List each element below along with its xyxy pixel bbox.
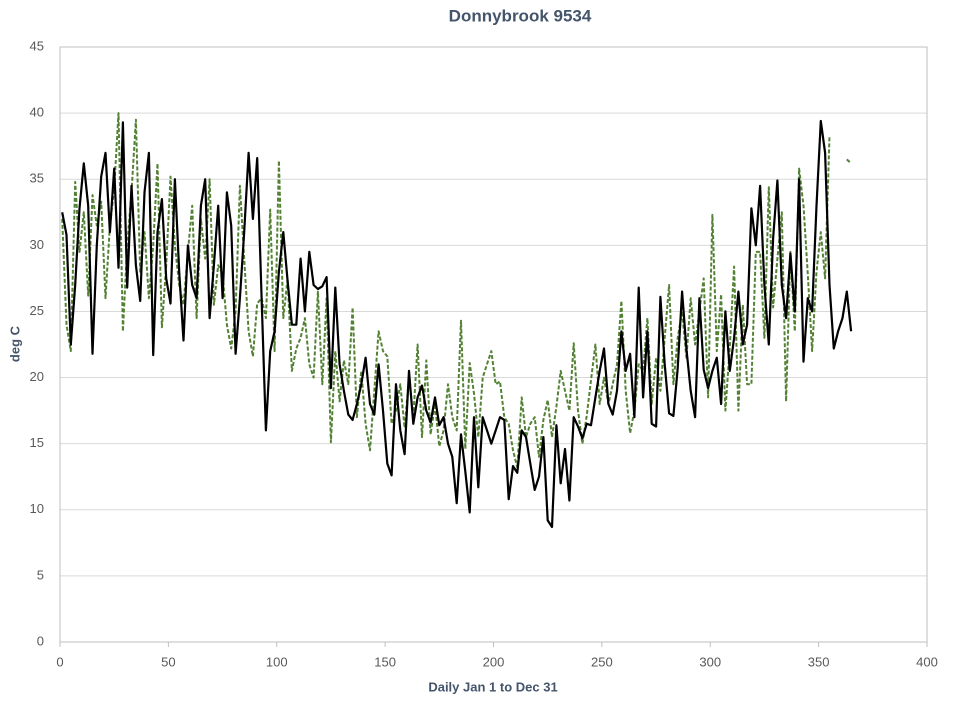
x-tick-label: 0 — [56, 654, 63, 669]
y-tick-label: 25 — [30, 303, 44, 318]
y-tick-label: 0 — [37, 633, 44, 648]
plot-frame — [59, 46, 928, 643]
y-tick-label: 35 — [30, 171, 44, 186]
x-tick-label: 350 — [808, 654, 830, 669]
x-tick-label: 150 — [374, 654, 396, 669]
series-line — [61, 112, 852, 469]
y-tick-label: 10 — [30, 501, 44, 516]
y-tick-label: 15 — [30, 435, 44, 450]
y-tick-label: 20 — [30, 369, 44, 384]
x-tick-label: 400 — [916, 654, 938, 669]
x-tick-label: 50 — [161, 654, 175, 669]
chart-title: Donnybrook 9534 — [449, 6, 592, 25]
x-tick-label: 200 — [483, 654, 505, 669]
y-tick-label: 45 — [30, 38, 44, 53]
y-tick-label: 30 — [30, 237, 44, 252]
y-tick-label: 5 — [37, 567, 44, 582]
y-tick-label: 40 — [30, 105, 44, 120]
x-tick-label: 300 — [699, 654, 721, 669]
x-tick-label: 100 — [266, 654, 288, 669]
series-line — [61, 119, 853, 529]
y-axis-label: deg C — [7, 325, 22, 362]
x-tick-label: 250 — [591, 654, 613, 669]
x-axis-label: Daily Jan 1 to Dec 31 — [428, 679, 557, 694]
